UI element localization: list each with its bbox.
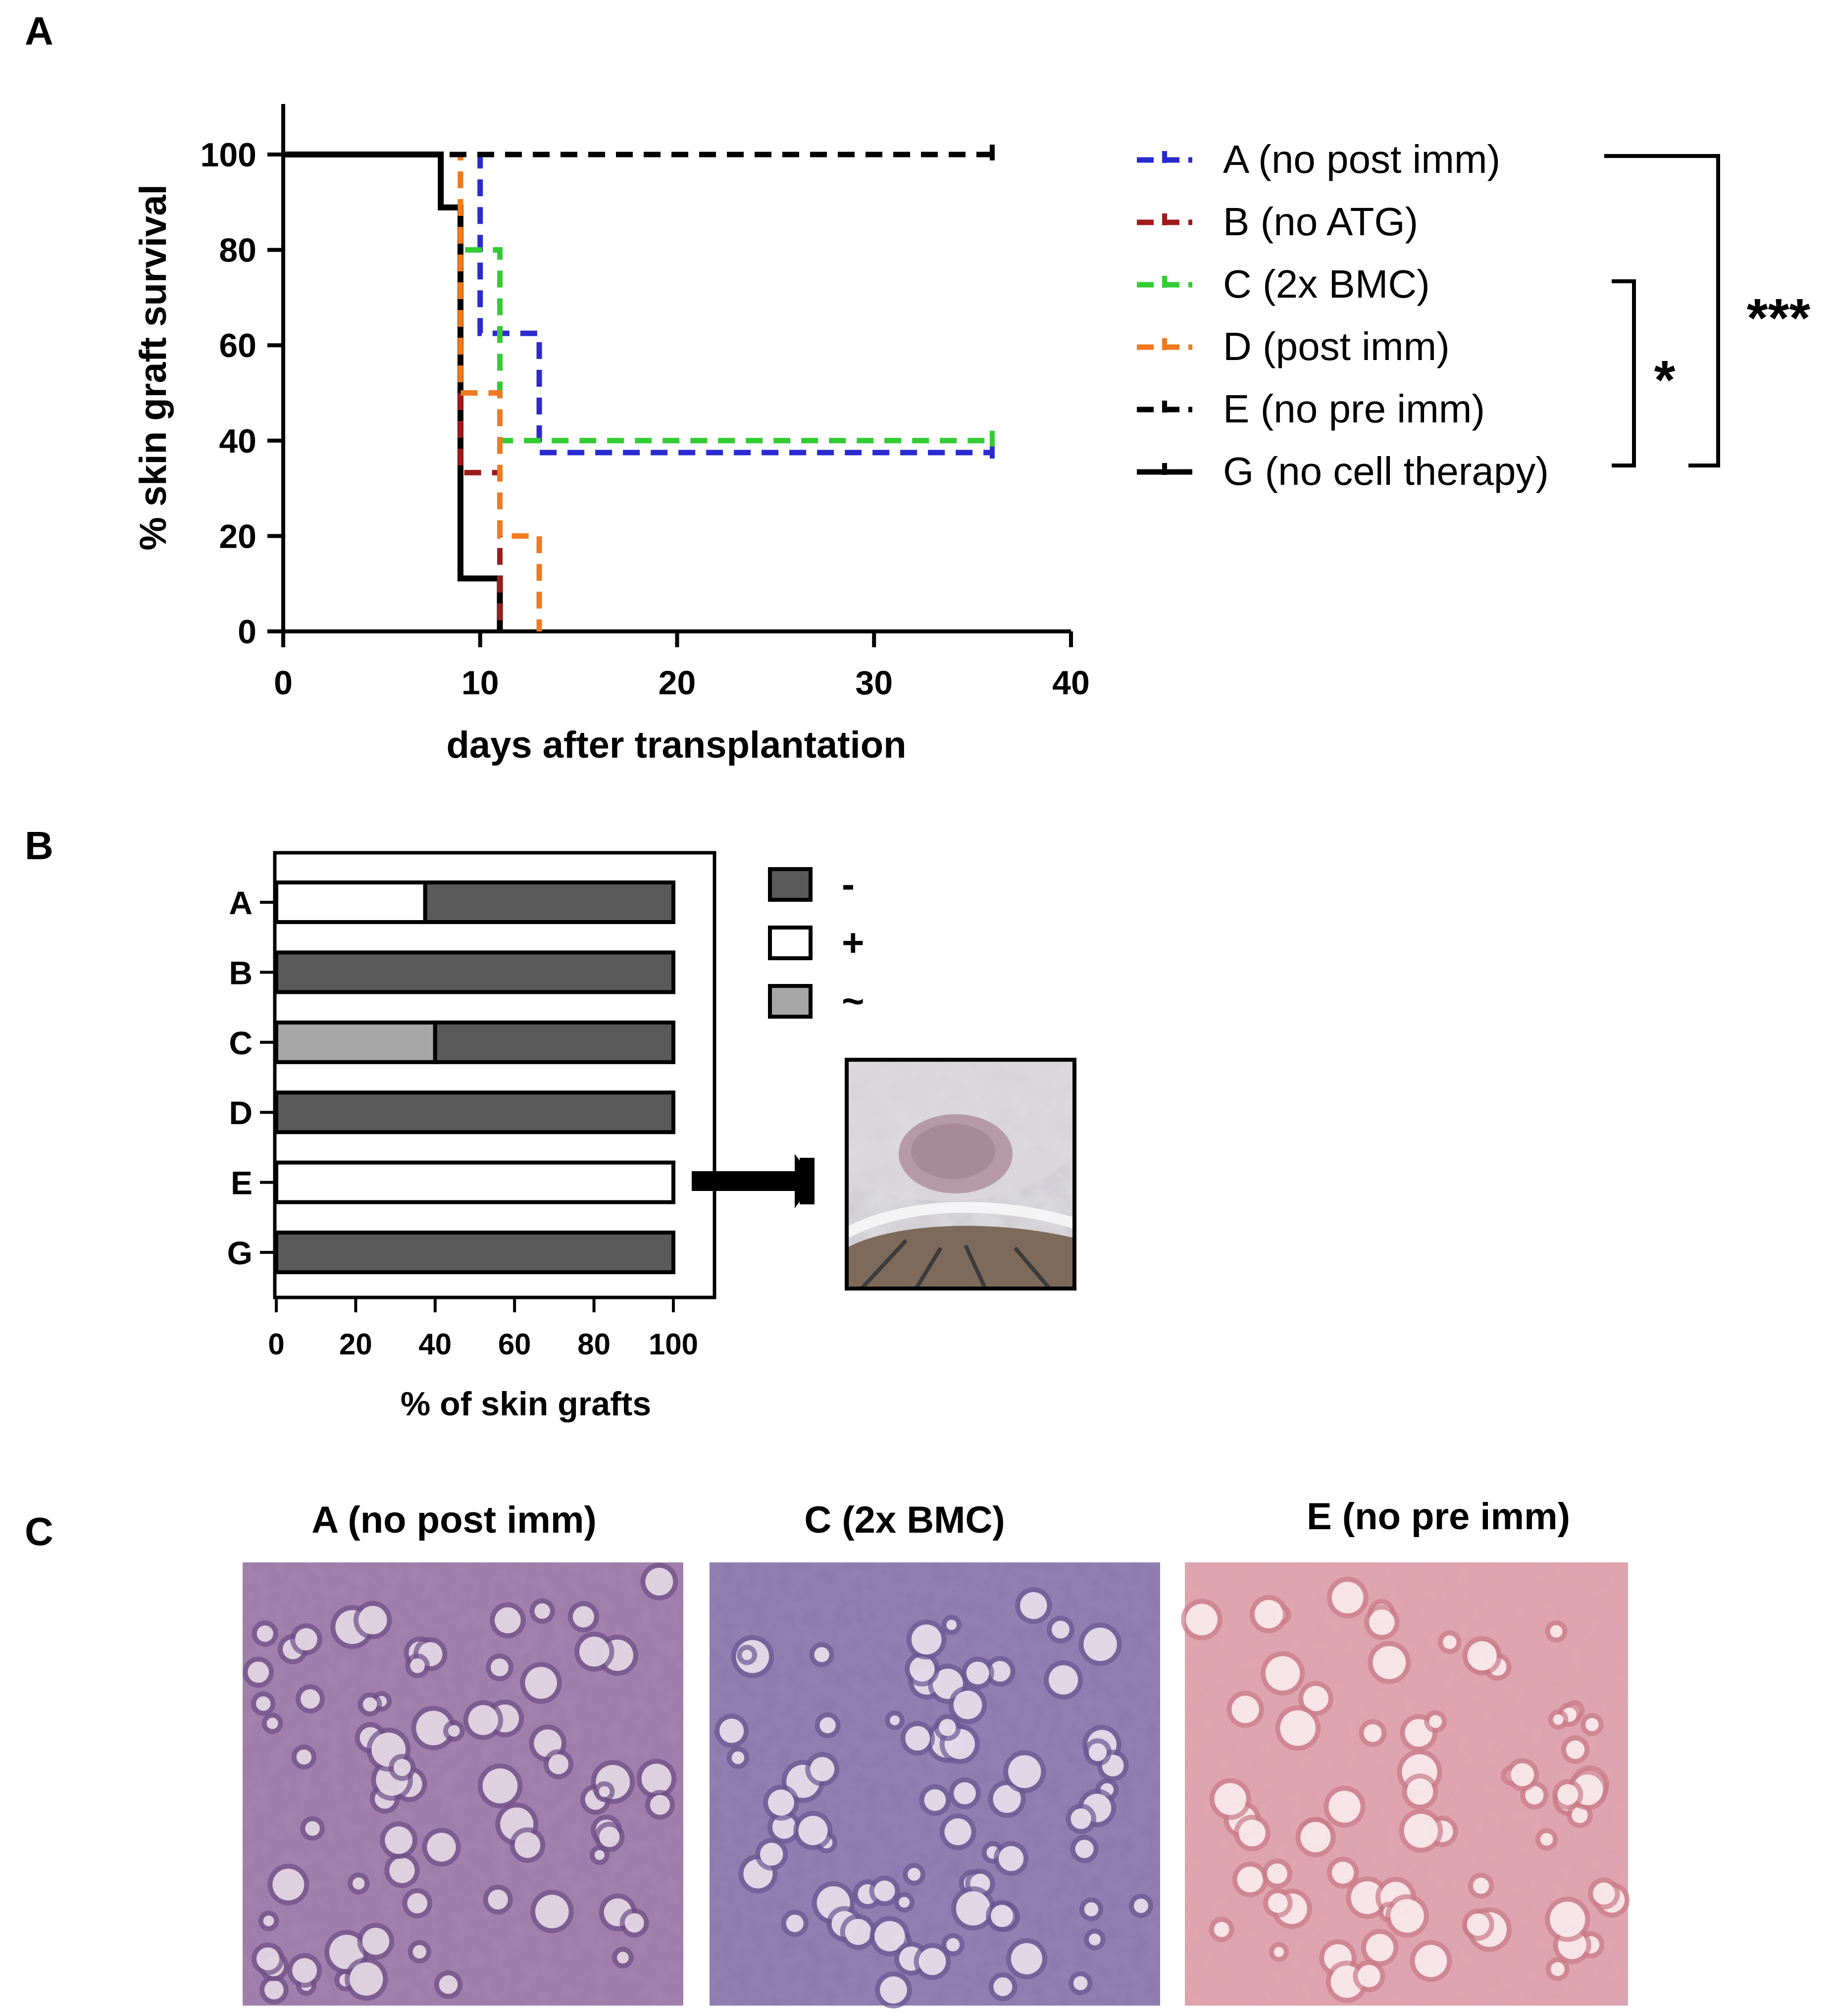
graft-status-bar-segment bbox=[274, 1090, 675, 1135]
bracket-inner bbox=[1612, 279, 1636, 467]
survival-y-tick-label: 20 bbox=[219, 517, 256, 555]
graft-legend-item: + bbox=[768, 921, 865, 964]
graft-legend-item: ~ bbox=[768, 979, 865, 1023]
survival-legend-item: A (no post imm) bbox=[1137, 137, 1500, 181]
graft-status-legend: - + ~ bbox=[768, 862, 865, 1023]
legend-label: C (2x BMC) bbox=[1223, 262, 1430, 306]
graft-legend-item: - bbox=[768, 862, 855, 906]
survival-x-tick-label: 40 bbox=[1052, 664, 1090, 702]
category-label: B bbox=[229, 954, 253, 991]
legend-label: B (no ATG) bbox=[1223, 200, 1418, 244]
survival-series-lines bbox=[283, 145, 995, 631]
survival-legend-item: B (no ATG) bbox=[1137, 200, 1418, 244]
histology-title-c: C (2x BMC) bbox=[804, 1499, 1005, 1541]
survival-y-tick-label: 100 bbox=[201, 136, 256, 174]
graft-x-tick-label: 80 bbox=[577, 1328, 611, 1361]
graft-legend-label: ~ bbox=[842, 979, 865, 1023]
category-label: A bbox=[229, 884, 253, 921]
legend-label: G (no cell therapy) bbox=[1223, 449, 1549, 493]
graft-status-bar-segment bbox=[274, 880, 427, 924]
significance-triple-star: *** bbox=[1747, 288, 1811, 349]
significance-brackets: *** * bbox=[1604, 154, 1811, 467]
mouse-skin-graft-photo bbox=[844, 1058, 1076, 1291]
graft-legend-label: + bbox=[842, 921, 865, 964]
graft-status-bar-segment bbox=[433, 1020, 675, 1064]
category-label: G bbox=[227, 1235, 253, 1271]
significance-single-star: * bbox=[1654, 350, 1676, 411]
survival-series-line bbox=[283, 152, 992, 444]
panel-a-label: A bbox=[25, 9, 53, 53]
graft-x-tick-label: 0 bbox=[268, 1328, 284, 1361]
category-label: E bbox=[231, 1165, 253, 1201]
arrow-shaft bbox=[692, 1171, 806, 1191]
graft-legend-swatch bbox=[768, 926, 813, 960]
legend-label: E (no pre imm) bbox=[1223, 387, 1485, 431]
survival-x-tick-label: 30 bbox=[855, 664, 893, 702]
survival-x-axis-title: days after transplantation bbox=[446, 724, 906, 766]
legend-label: A (no post imm) bbox=[1223, 137, 1500, 181]
category-label: D bbox=[229, 1094, 253, 1131]
survival-y-ticks: 0 20 40 60 80 100 bbox=[201, 136, 283, 651]
survival-x-tick-label: 10 bbox=[461, 664, 499, 702]
graft-status-bar-segment bbox=[274, 1020, 437, 1064]
graft-status-x-ticks: 0 20 40 60 80 100 bbox=[268, 1297, 698, 1361]
graft-legend-swatch bbox=[768, 867, 813, 902]
graft-status-bar-segment bbox=[274, 950, 675, 994]
survival-series-line bbox=[283, 152, 992, 456]
bracket-outer bbox=[1604, 154, 1720, 467]
histology-title-a: A (no post imm) bbox=[311, 1499, 597, 1541]
survival-y-tick-label: 80 bbox=[219, 232, 256, 269]
graft-status-bar-segment bbox=[274, 1231, 675, 1274]
arrow-to-photo bbox=[692, 1154, 815, 1208]
histology-title-e: E (no pre imm) bbox=[1307, 1496, 1570, 1538]
graft-status-bar-segment bbox=[274, 1160, 675, 1204]
arrow-tip bbox=[795, 1154, 815, 1208]
graft-status-bars bbox=[274, 880, 675, 1274]
survival-y-tick-label: 0 bbox=[238, 613, 256, 651]
histology-image-a bbox=[243, 1562, 683, 2006]
survival-chart: 0 20 40 60 80 100 0 10 20 30 40 days after transp… bbox=[132, 104, 1090, 766]
survival-legend-item: C (2x BMC) bbox=[1137, 262, 1430, 306]
survival-legend: A (no post imm) B (no ATG) C (2x BMC) D (po… bbox=[1137, 137, 1549, 493]
graft-status-bar-segment bbox=[423, 880, 675, 924]
graft-legend-label: - bbox=[842, 862, 855, 906]
histology-image-c bbox=[710, 1562, 1160, 2009]
graft-status-x-axis-title: % of skin grafts bbox=[401, 1385, 651, 1423]
panel-c-label: C bbox=[25, 1509, 53, 1553]
survival-y-tick-label: 60 bbox=[219, 327, 256, 364]
survival-y-axis-title: % skin graft survival bbox=[132, 184, 174, 550]
survival-x-tick-label: 0 bbox=[274, 664, 293, 702]
survival-x-ticks: 0 10 20 30 40 bbox=[274, 631, 1090, 702]
legend-label: D (post imm) bbox=[1223, 324, 1450, 368]
panel-b-label: B bbox=[25, 824, 53, 868]
graft-x-tick-label: 40 bbox=[418, 1328, 452, 1361]
bar-chart-frame bbox=[273, 851, 716, 1299]
graft-x-tick-label: 100 bbox=[649, 1328, 698, 1361]
graft-legend-swatch bbox=[768, 984, 813, 1019]
category-label: C bbox=[229, 1025, 253, 1061]
graft-x-tick-label: 60 bbox=[498, 1328, 531, 1361]
survival-legend-item: D (post imm) bbox=[1137, 324, 1450, 368]
survival-x-tick-label: 20 bbox=[659, 664, 696, 702]
survival-legend-item: E (no pre imm) bbox=[1137, 387, 1485, 431]
survival-y-tick-label: 40 bbox=[219, 422, 256, 460]
graft-x-tick-label: 20 bbox=[339, 1328, 372, 1361]
survival-legend-item: G (no cell therapy) bbox=[1137, 449, 1549, 493]
histology-image-e bbox=[1181, 1562, 1630, 2006]
